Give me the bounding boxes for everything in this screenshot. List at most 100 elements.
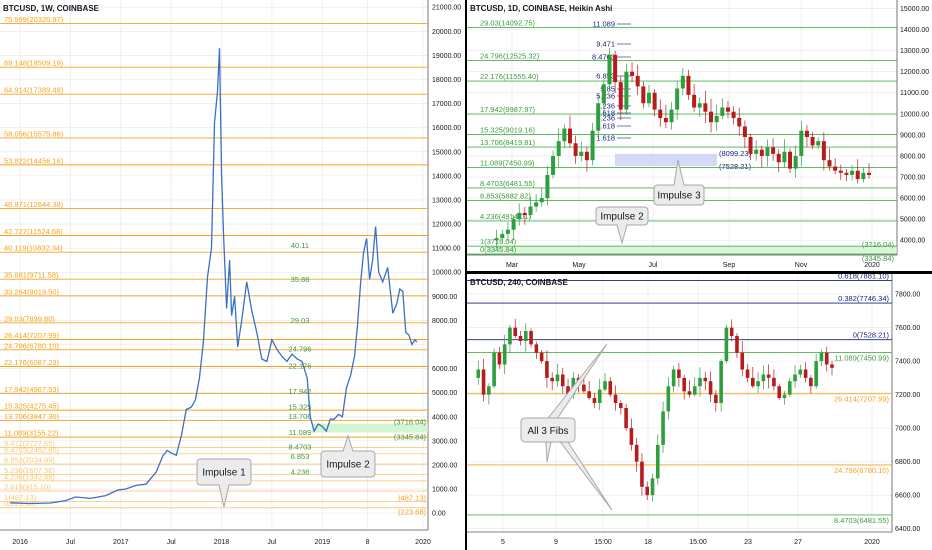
candle-body xyxy=(618,82,623,110)
candle-body xyxy=(590,130,595,161)
y-tick-label: 9000.00 xyxy=(432,294,457,301)
candle-body xyxy=(607,54,612,85)
fib-level-label: 1(487.13) xyxy=(4,493,37,502)
candle-body xyxy=(782,394,787,398)
fib2-value-label: 17.942 xyxy=(289,387,312,396)
candle-body xyxy=(742,126,747,137)
candle-body xyxy=(573,143,578,156)
y-tick-label: 14000.00 xyxy=(432,173,461,180)
candle-body xyxy=(810,136,815,146)
y-tick-label: 14000.00 xyxy=(900,27,929,34)
candle-body xyxy=(502,344,507,365)
candle-body xyxy=(675,88,680,110)
candle-body xyxy=(560,374,565,387)
support-zone xyxy=(312,423,428,433)
candle-body xyxy=(661,411,665,445)
resistance-zone xyxy=(615,153,717,166)
candle-body xyxy=(476,369,481,378)
fib-level-label: 26.414(7207.99) xyxy=(4,331,60,340)
fib-stack-label: 5.85 xyxy=(600,85,615,94)
fib-level-label: 29.03(14092.75) xyxy=(480,19,536,28)
candle-body xyxy=(692,94,697,108)
y-tick-label: 6000.00 xyxy=(900,196,925,203)
fib2-value-label: 24.796 xyxy=(289,345,312,354)
y-tick-label: 13000.00 xyxy=(900,48,929,55)
x-tick-label: 2020 xyxy=(415,539,431,546)
fib2-value-label: 4.236 xyxy=(291,468,310,477)
fib-level-label: 0(7528.21) xyxy=(853,331,890,340)
fib-level-label: 11.089(7450.99) xyxy=(480,159,535,168)
candle-body xyxy=(545,174,550,199)
candle-body xyxy=(513,327,518,336)
candle-body xyxy=(740,352,745,370)
fib-stack-label: 6.853 xyxy=(596,72,615,81)
fib-level-label: 75.999(20320.97) xyxy=(4,15,64,24)
x-tick-label: 15:00 xyxy=(594,539,612,546)
candle-body xyxy=(603,381,607,390)
candle-body xyxy=(551,155,556,175)
candle-body xyxy=(827,160,832,167)
fib-stack-label: 3.618 xyxy=(596,109,615,118)
candle-body xyxy=(511,219,516,230)
candle-body xyxy=(777,386,782,398)
weekly-chart-panel[interactable]: 21000.00 20000.00 19000.00 18000.00 17000.00… xyxy=(0,0,465,550)
candle-body xyxy=(518,335,523,342)
four-hour-chart-panel[interactable]: 7800.00 7600.00 7400.00 7200.00 7000.00 6800.… xyxy=(467,274,932,550)
candle-body xyxy=(861,172,866,180)
fib-level-label: 22.176(11555.40) xyxy=(480,72,539,81)
y-tick-label: 20000.00 xyxy=(432,29,461,36)
fib-stack-label: 11.089 xyxy=(593,20,615,29)
fib-level-label: 5.236(1607.36) xyxy=(4,466,55,475)
candle-body xyxy=(584,151,589,161)
callout-impulse-2: Impulse 2 xyxy=(320,434,376,478)
candle-body xyxy=(652,92,657,110)
candle-body xyxy=(505,229,510,234)
fib-level-label: 13.706(8419.81) xyxy=(480,138,536,147)
y-tick-label: 8000.00 xyxy=(900,153,925,160)
fib-level-label: 53.822(14456.16) xyxy=(4,156,64,165)
candle-body xyxy=(671,369,676,387)
zone-top-label: (3716.04) xyxy=(394,418,427,427)
x-tick-label: 2020 xyxy=(864,262,880,269)
y-tick-label: 6800.00 xyxy=(895,459,920,466)
fib-level-label: 24.796(6780.10) xyxy=(834,466,890,475)
candle-body xyxy=(867,172,871,175)
candle-body xyxy=(751,377,755,387)
four-hour-chart-svg[interactable]: 7800.00 7600.00 7400.00 7200.00 7000.00 6800.… xyxy=(467,274,932,550)
candle-body xyxy=(669,109,674,123)
fib2-value-label: 22.176 xyxy=(289,362,312,371)
candle-body xyxy=(492,352,496,387)
candle-body xyxy=(497,352,502,365)
candle-body xyxy=(720,107,725,116)
x-tick-label: 8 xyxy=(366,539,370,546)
candle-body xyxy=(745,369,750,378)
candle-body xyxy=(556,141,561,156)
x-tick-label: 9 xyxy=(554,539,558,546)
candle-body xyxy=(686,75,691,95)
candle-body xyxy=(714,115,719,123)
fib-level-label: 6.853(5882.82) xyxy=(480,192,531,201)
daily-chart-svg[interactable]: 15000.00 14000.00 13000.00 12000.00 11000.00… xyxy=(467,0,932,271)
candle-body xyxy=(608,381,613,395)
candle-body xyxy=(761,374,766,382)
daily-chart-panel[interactable]: 15000.00 14000.00 13000.00 12000.00 11000.00… xyxy=(467,0,932,271)
y-tick-label: 10000.00 xyxy=(900,111,929,118)
base-fib-label: (223.68) xyxy=(398,508,426,517)
candle-body xyxy=(566,386,570,395)
y-tick-label: 6400.00 xyxy=(895,526,920,533)
fib-level-label: 13.706(3847.30) xyxy=(4,412,60,421)
y-tick-label: 11000.00 xyxy=(900,90,929,97)
y-tick-label: 4000.00 xyxy=(432,414,457,421)
y-tick-label: 19000.00 xyxy=(432,53,461,60)
candle-body xyxy=(481,369,486,395)
candle-body xyxy=(771,147,776,154)
candle-body xyxy=(680,75,685,89)
candle-body xyxy=(587,391,591,398)
weekly-chart-svg[interactable]: 21000.00 20000.00 19000.00 18000.00 17000.00… xyxy=(0,0,465,550)
fib-level-label: 17.942(9987.97) xyxy=(480,105,536,114)
x-tick-label: 18 xyxy=(644,539,652,546)
candle-body xyxy=(597,389,602,403)
candle-body xyxy=(562,128,567,142)
candle-body xyxy=(500,233,505,239)
y-tick-label: 10000.00 xyxy=(432,270,461,277)
